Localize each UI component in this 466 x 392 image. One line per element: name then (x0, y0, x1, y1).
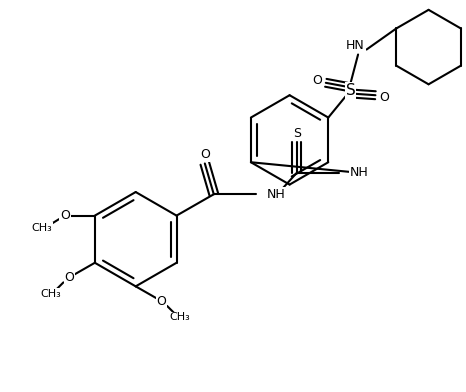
Text: O: O (64, 271, 74, 284)
Text: NH: NH (350, 167, 369, 180)
Text: CH₃: CH₃ (169, 312, 190, 322)
Text: O: O (379, 91, 389, 104)
Text: CH₃: CH₃ (41, 289, 62, 299)
Text: O: O (156, 294, 166, 307)
Text: HN: HN (346, 39, 365, 52)
Text: S: S (293, 127, 301, 140)
Text: O: O (200, 148, 210, 161)
Text: O: O (60, 209, 70, 222)
Text: CH₃: CH₃ (31, 223, 52, 233)
Text: NH: NH (267, 188, 286, 201)
Text: O: O (312, 74, 322, 87)
Text: S: S (346, 83, 356, 98)
